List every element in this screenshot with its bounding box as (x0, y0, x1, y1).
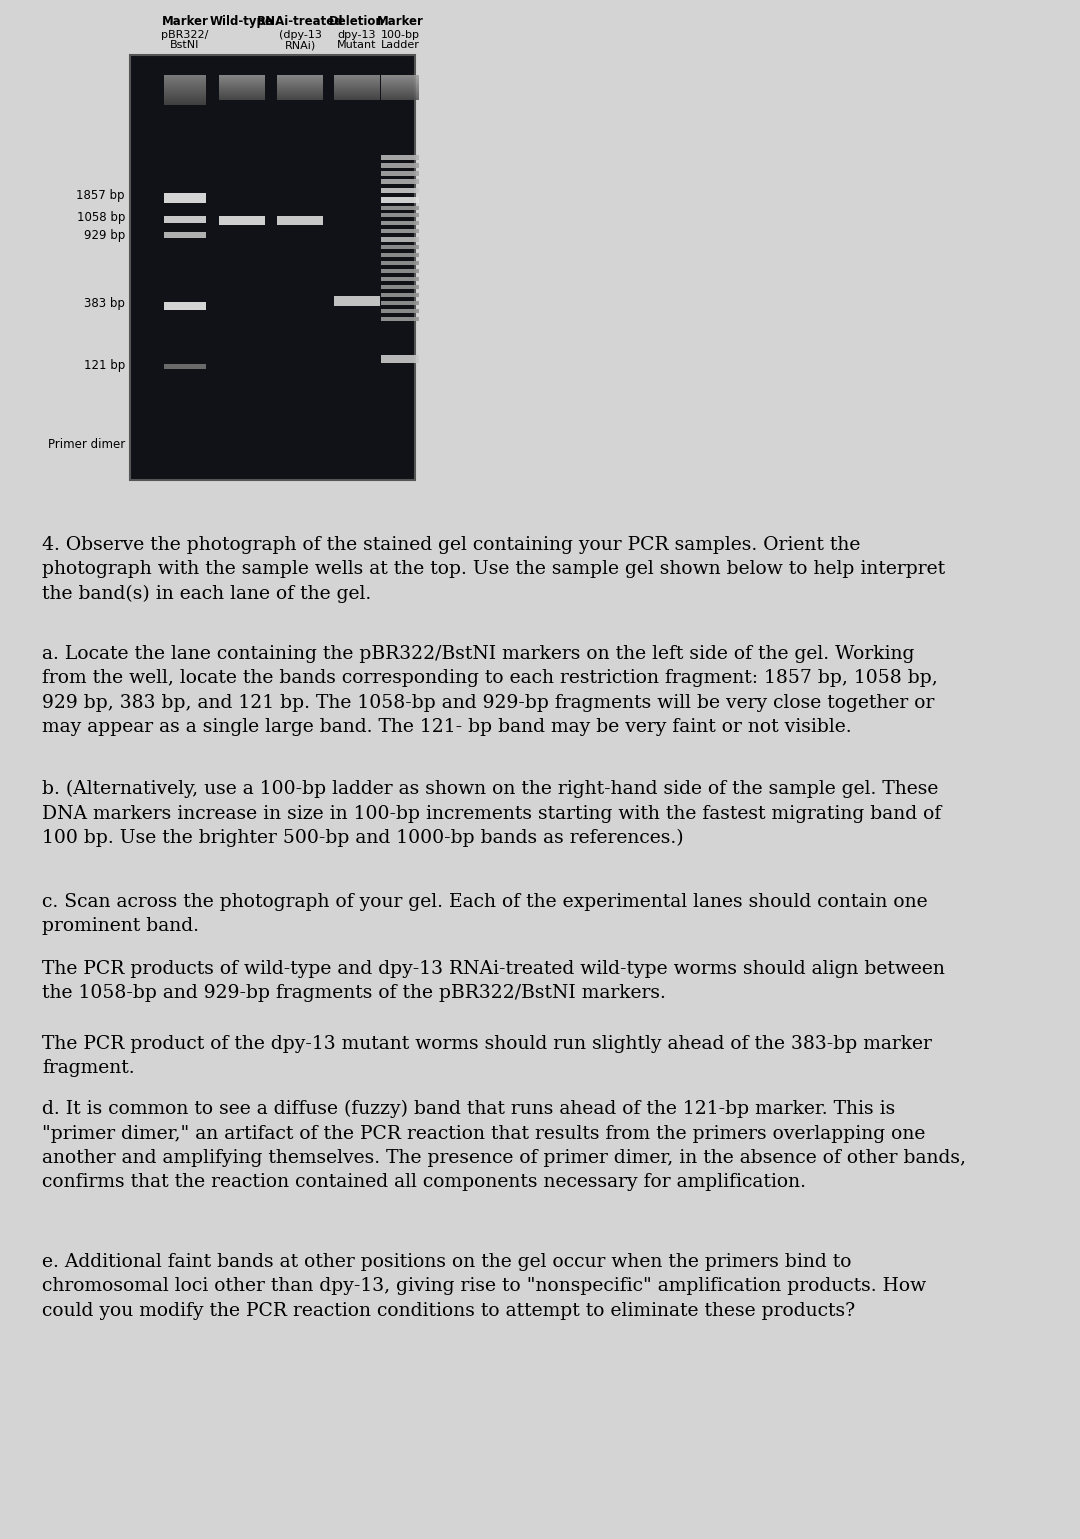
Bar (381, 229, 419, 232)
Bar (164, 192, 206, 203)
Bar (219, 215, 265, 225)
Text: (dpy-13: (dpy-13 (279, 29, 322, 40)
Text: 1058 bp: 1058 bp (77, 211, 125, 225)
Bar (381, 252, 419, 257)
Text: 100-bp: 100-bp (380, 29, 419, 40)
Bar (381, 155, 419, 160)
Bar (381, 171, 419, 175)
Bar (164, 215, 206, 223)
Text: Mutant: Mutant (337, 40, 377, 49)
Text: The PCR product of the dpy-13 mutant worms should run slightly ahead of the 383-: The PCR product of the dpy-13 mutant wor… (42, 1036, 932, 1077)
Text: Wild-type: Wild-type (211, 15, 274, 28)
Text: 929 bp: 929 bp (84, 228, 125, 242)
Bar (381, 269, 419, 272)
Bar (164, 232, 206, 239)
Bar (381, 222, 419, 225)
Text: 4. Observe the photograph of the stained gel containing your PCR samples. Orient: 4. Observe the photograph of the stained… (42, 536, 945, 603)
Bar (381, 356, 419, 363)
Text: Deletion: Deletion (329, 15, 384, 28)
Bar (381, 179, 419, 185)
Bar (381, 206, 419, 209)
Bar (276, 215, 323, 225)
Bar (164, 302, 206, 309)
Bar (130, 55, 415, 480)
Bar (381, 317, 419, 322)
Text: Marker: Marker (377, 15, 423, 28)
Bar (381, 309, 419, 312)
Text: RNAi): RNAi) (284, 40, 315, 49)
Text: 383 bp: 383 bp (84, 297, 125, 309)
Bar (381, 262, 419, 265)
Text: 121 bp: 121 bp (84, 359, 125, 371)
Bar (381, 188, 419, 192)
Text: Marker: Marker (162, 15, 208, 28)
Text: RNAi-treated: RNAi-treated (257, 15, 343, 28)
Bar (334, 295, 380, 306)
Text: b. (Alternatively, use a 100-bp ladder as shown on the right-hand side of the sa: b. (Alternatively, use a 100-bp ladder a… (42, 780, 942, 846)
Bar (381, 197, 419, 203)
Bar (381, 285, 419, 289)
Bar (381, 212, 419, 217)
Text: a. Locate the lane containing the pBR322/BstNI markers on the left side of the g: a. Locate the lane containing the pBR322… (42, 645, 937, 736)
Bar (164, 365, 206, 369)
Text: BstNI: BstNI (171, 40, 200, 49)
Bar (381, 163, 419, 168)
Text: d. It is common to see a diffuse (fuzzy) band that runs ahead of the 121-bp mark: d. It is common to see a diffuse (fuzzy)… (42, 1100, 966, 1191)
Bar (381, 302, 419, 305)
Bar (381, 277, 419, 282)
Text: Primer dimer: Primer dimer (48, 439, 125, 451)
Text: pBR322/: pBR322/ (161, 29, 208, 40)
Text: The PCR products of wild-type and dpy-13 RNAi-treated wild-type worms should ali: The PCR products of wild-type and dpy-13… (42, 960, 945, 1002)
Bar (381, 237, 419, 242)
Text: Ladder: Ladder (380, 40, 419, 49)
Text: dpy-13: dpy-13 (338, 29, 376, 40)
Text: c. Scan across the photograph of your gel. Each of the experimental lanes should: c. Scan across the photograph of your ge… (42, 893, 928, 936)
Bar (381, 292, 419, 297)
Bar (381, 245, 419, 249)
Text: e. Additional faint bands at other positions on the gel occur when the primers b: e. Additional faint bands at other posit… (42, 1253, 927, 1319)
Text: 1857 bp: 1857 bp (77, 188, 125, 202)
